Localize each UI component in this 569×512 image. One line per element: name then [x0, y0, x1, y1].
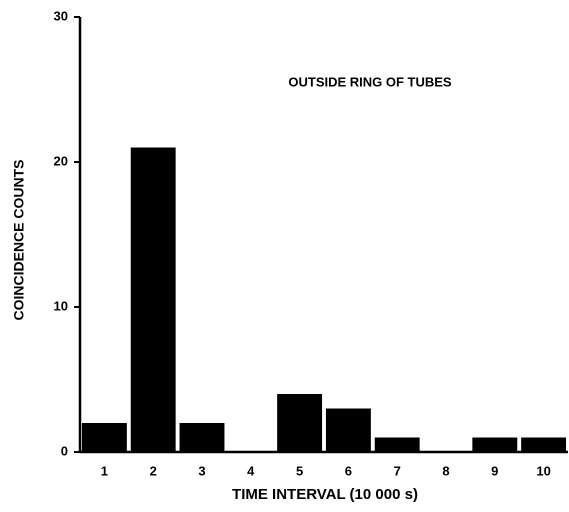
annotation: OUTSIDE RING OF TUBES — [288, 74, 452, 89]
bar — [374, 437, 420, 452]
y-axis-label: COINCIDENCE COUNTS — [11, 159, 27, 320]
bar — [130, 147, 176, 452]
x-tick-label: 5 — [296, 463, 303, 478]
y-tick-label: 20 — [54, 153, 68, 168]
x-tick-label: 7 — [394, 463, 401, 478]
x-tick-label: 3 — [198, 463, 205, 478]
x-tick-label: 1 — [101, 463, 108, 478]
x-tick-label: 4 — [247, 463, 255, 478]
x-axis-label: TIME INTERVAL (10 000 s) — [232, 486, 418, 503]
x-tick-label: 6 — [345, 463, 352, 478]
x-tick-label: 2 — [150, 463, 157, 478]
x-tick-label: 8 — [442, 463, 449, 478]
bar — [277, 394, 323, 452]
y-tick-label: 30 — [54, 8, 68, 23]
bar — [81, 423, 127, 452]
bar — [179, 423, 225, 452]
y-tick-label: 10 — [54, 298, 68, 313]
y-tick-label: 0 — [61, 443, 68, 458]
x-tick-label: 9 — [491, 463, 498, 478]
bar — [521, 437, 567, 452]
x-tick-label: 10 — [536, 463, 550, 478]
bar — [472, 437, 518, 452]
bar — [325, 408, 371, 452]
